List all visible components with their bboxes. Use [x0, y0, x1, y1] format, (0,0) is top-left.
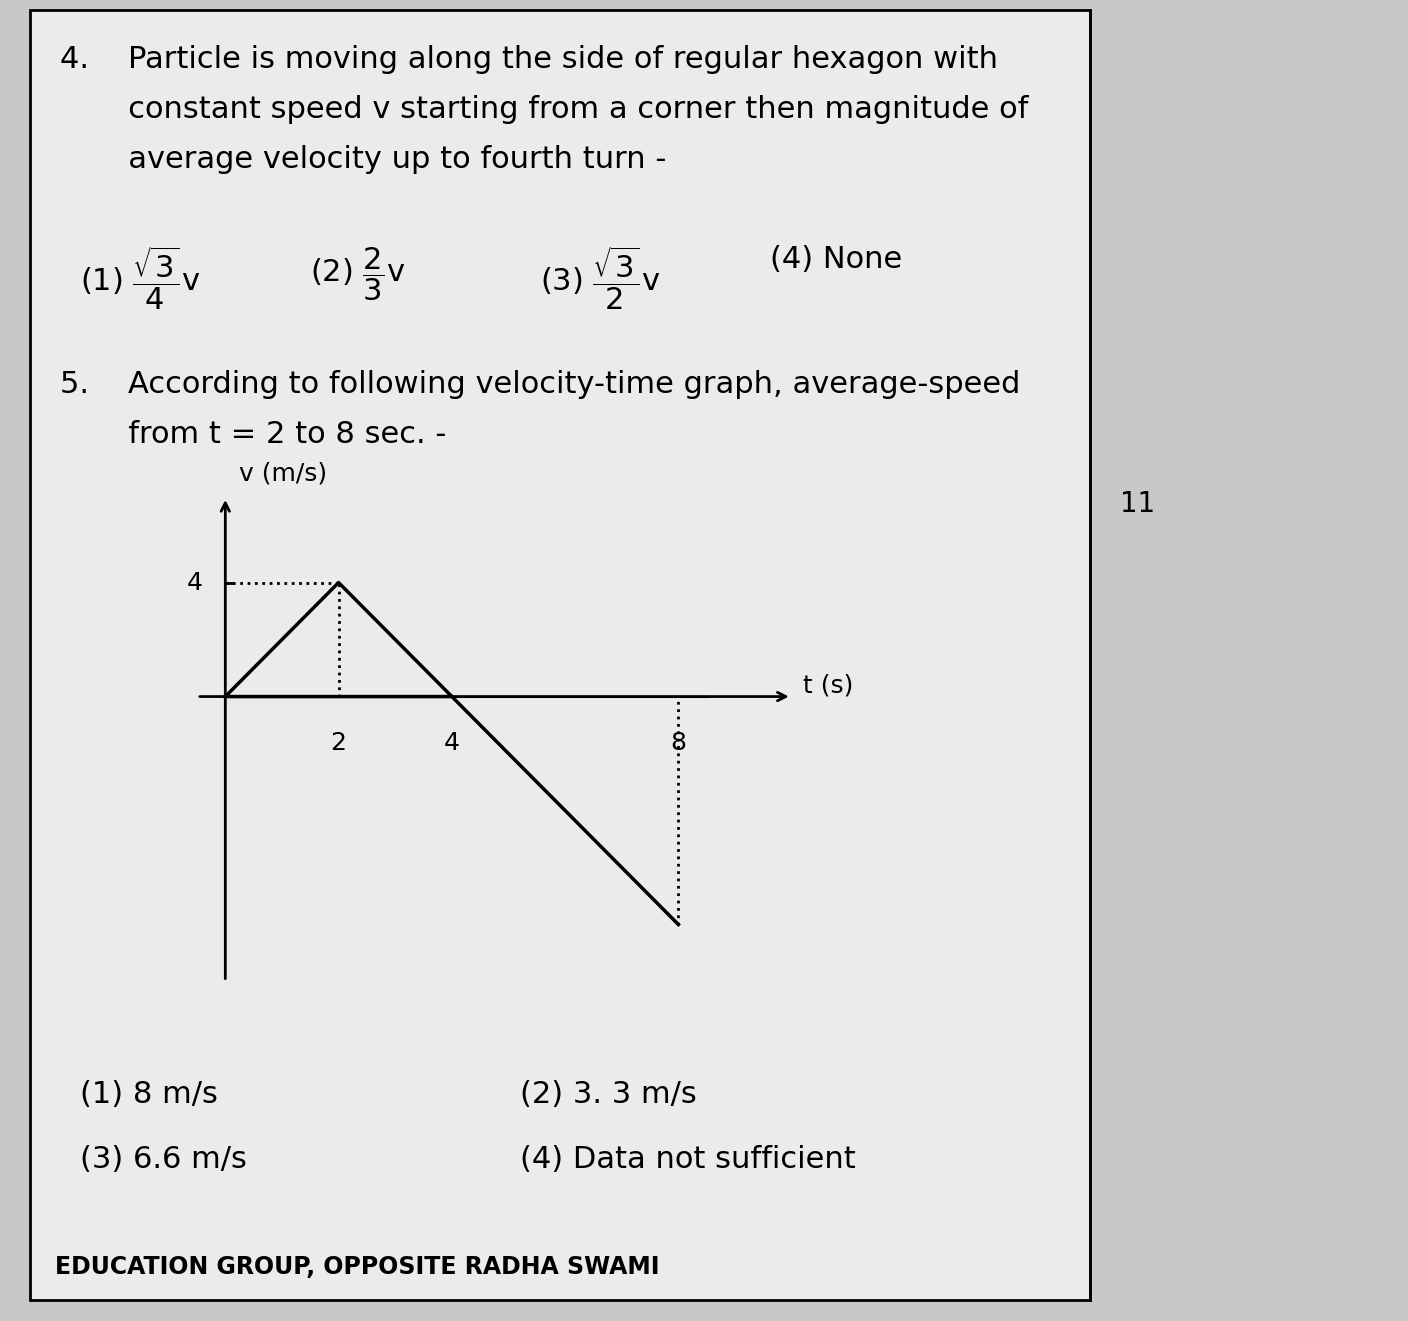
Bar — [30, 11, 1090, 1300]
Text: 4: 4 — [444, 731, 460, 754]
Text: 8: 8 — [670, 731, 687, 754]
Text: (4) None: (4) None — [770, 244, 903, 273]
Text: 2: 2 — [331, 731, 346, 754]
Text: 11: 11 — [1119, 490, 1155, 518]
Text: t (s): t (s) — [803, 674, 853, 697]
Text: constant speed v starting from a corner then magnitude of: constant speed v starting from a corner … — [61, 95, 1028, 124]
Text: 4: 4 — [187, 571, 203, 594]
Text: from t = 2 to 8 sec. -: from t = 2 to 8 sec. - — [61, 420, 446, 449]
Text: average velocity up to fourth turn -: average velocity up to fourth turn - — [61, 145, 666, 174]
Text: (4) Data not sufficient: (4) Data not sufficient — [520, 1145, 856, 1174]
Text: (2) $\dfrac{2}{3}$v: (2) $\dfrac{2}{3}$v — [310, 244, 406, 303]
Text: 5.    According to following velocity-time graph, average-speed: 5. According to following velocity-time … — [61, 370, 1021, 399]
Text: 4.    Particle is moving along the side of regular hexagon with: 4. Particle is moving along the side of … — [61, 45, 998, 74]
Text: EDUCATION GROUP, OPPOSITE RADHA SWAMI: EDUCATION GROUP, OPPOSITE RADHA SWAMI — [55, 1255, 659, 1279]
Text: v (m/s): v (m/s) — [239, 462, 328, 486]
Text: (3) $\dfrac{\sqrt{3}}{2}$v: (3) $\dfrac{\sqrt{3}}{2}$v — [541, 244, 660, 312]
Text: (1) $\dfrac{\sqrt{3}}{4}$v: (1) $\dfrac{\sqrt{3}}{4}$v — [80, 244, 200, 312]
Text: (1) 8 m/s: (1) 8 m/s — [80, 1081, 218, 1110]
Text: (3) 6.6 m/s: (3) 6.6 m/s — [80, 1145, 246, 1174]
Text: (2) 3. 3 m/s: (2) 3. 3 m/s — [520, 1081, 697, 1110]
